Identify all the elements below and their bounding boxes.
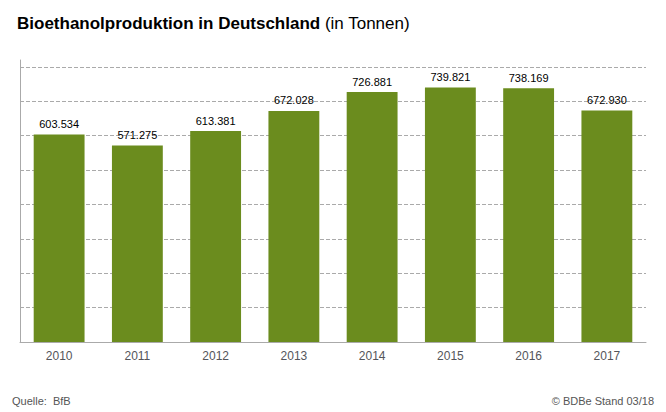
svg-text:603.534: 603.534 [39,118,79,130]
svg-text:2016: 2016 [515,349,542,363]
svg-text:726.881: 726.881 [352,76,392,88]
svg-text:613.381: 613.381 [196,115,236,127]
svg-text:672.930: 672.930 [587,94,627,106]
svg-text:(in Tonnen): (in Tonnen) [320,14,409,33]
svg-text:2015: 2015 [437,349,464,363]
svg-text:2013: 2013 [281,349,308,363]
svg-text:2012: 2012 [202,349,229,363]
svg-text:2017: 2017 [594,349,621,363]
svg-text:2010: 2010 [46,349,73,363]
svg-text:738.169: 738.169 [509,72,549,84]
svg-text:Bioethanolproduktion in Deutsc: Bioethanolproduktion in Deutschland [17,14,320,33]
svg-text:Quelle: BfB: Quelle: BfB [12,395,71,407]
svg-text:2014: 2014 [359,349,386,363]
svg-text:672.028: 672.028 [274,94,314,106]
svg-text:571.275: 571.275 [117,129,157,141]
svg-text:2011: 2011 [124,349,150,363]
svg-text:© BDBe Stand 03/18: © BDBe Stand 03/18 [552,395,654,407]
svg-text:739.821: 739.821 [430,71,470,83]
